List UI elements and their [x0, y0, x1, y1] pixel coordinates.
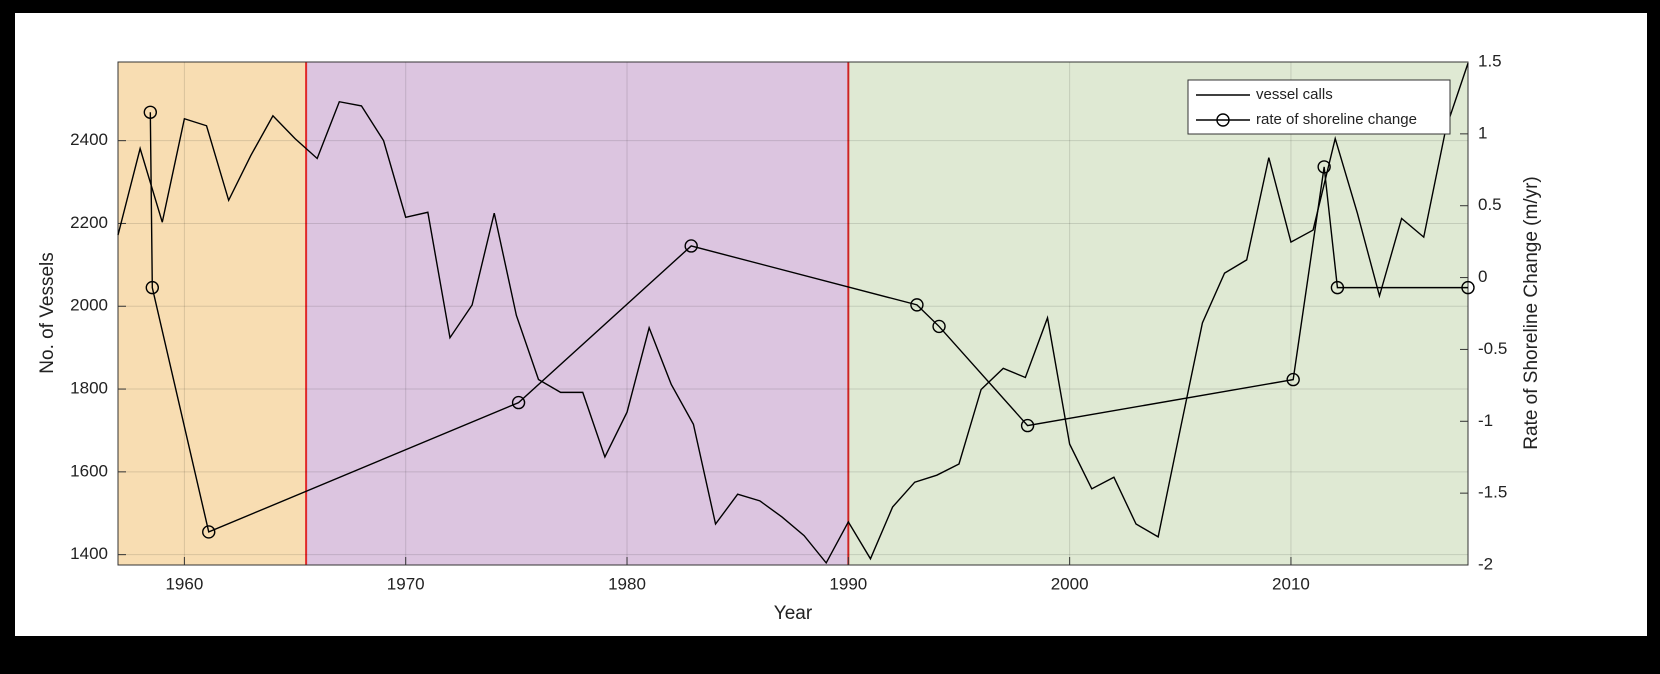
series-marker — [910, 298, 924, 312]
series-marker — [1317, 160, 1331, 174]
y2-tick-label: 0 — [1478, 267, 1487, 286]
series-marker — [684, 239, 698, 253]
axes-box — [117, 61, 1469, 566]
y-tick-label: 1800 — [70, 379, 108, 398]
region — [118, 62, 307, 565]
series-marker — [932, 319, 946, 334]
x-axis-label: Year — [774, 603, 813, 624]
y-tick-label: 2200 — [70, 213, 108, 232]
y2-tick-label: -0.5 — [1478, 339, 1507, 358]
series-marker — [145, 280, 160, 295]
y2-tick-label: -1 — [1478, 411, 1493, 430]
y2-tick-label: -1.5 — [1478, 483, 1507, 502]
legend-label: rate of shoreline change — [1256, 111, 1417, 128]
series-line — [117, 63, 1469, 565]
series-marker — [1330, 280, 1345, 295]
region — [848, 62, 1468, 565]
region — [306, 62, 849, 565]
series-marker — [1286, 372, 1300, 387]
legend-label: vessel calls — [1256, 86, 1333, 103]
y-axis-label: No. of Vessels — [37, 252, 58, 373]
y-tick-label: 1600 — [70, 461, 108, 480]
x-tick-label: 2010 — [1272, 574, 1310, 593]
series-marker — [202, 525, 216, 539]
series-marker — [1461, 280, 1475, 295]
x-tick-label: 1960 — [165, 574, 203, 593]
y2-tick-label: 0.5 — [1478, 195, 1502, 214]
legend-marker — [1216, 113, 1230, 127]
y2-tick-label: 1.5 — [1478, 51, 1502, 70]
y-tick-label: 1400 — [70, 544, 108, 563]
series-marker — [1020, 418, 1035, 433]
x-tick-label: 2000 — [1051, 574, 1089, 593]
x-tick-label: 1980 — [608, 574, 646, 593]
x-tick-label: 1990 — [829, 574, 867, 593]
series-marker — [511, 395, 526, 410]
y2-tick-label: -2 — [1478, 554, 1493, 573]
series-marker — [143, 105, 158, 120]
y2-tick-label: 1 — [1478, 123, 1487, 142]
y2-axis-label: Rate of Shoreline Change (m/yr) — [1521, 176, 1542, 450]
x-tick-label: 1970 — [387, 574, 425, 593]
y-tick-label: 2000 — [70, 296, 108, 315]
legend-box — [1187, 79, 1451, 135]
y-tick-label: 2400 — [70, 130, 108, 149]
series-line — [149, 112, 1468, 533]
